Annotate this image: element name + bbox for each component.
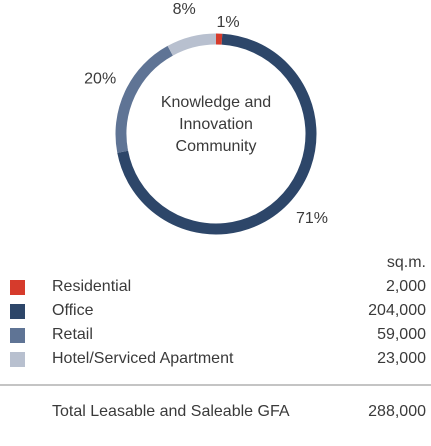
unit-label: sq.m. (387, 254, 426, 271)
legend-label: Retail (52, 326, 93, 343)
total-value: 288,000 (368, 403, 426, 420)
donut-segment (115, 45, 173, 153)
donut-segment (117, 33, 317, 235)
legend-label: Residential (52, 278, 131, 295)
legend-label: Hotel/Serviced Apartment (52, 350, 234, 367)
value-label: 8% (173, 1, 196, 18)
legend-swatch (10, 352, 25, 367)
area-value: 204,000 (368, 302, 426, 319)
value-label: 71% (296, 210, 328, 227)
total-label: Total Leasable and Saleable GFA (52, 403, 290, 420)
legend-swatch (10, 280, 25, 295)
legend-swatch (10, 304, 25, 319)
area-value: 2,000 (386, 278, 426, 295)
value-label: 20% (84, 71, 116, 88)
value-label: 1% (216, 14, 239, 31)
center-label: Knowledge and Innovation Community (160, 94, 272, 155)
area-value: 59,000 (377, 326, 426, 343)
legend-swatch (10, 328, 25, 343)
legend-label: Office (52, 302, 94, 319)
donut-segment (167, 33, 217, 56)
area-value: 23,000 (377, 350, 426, 367)
